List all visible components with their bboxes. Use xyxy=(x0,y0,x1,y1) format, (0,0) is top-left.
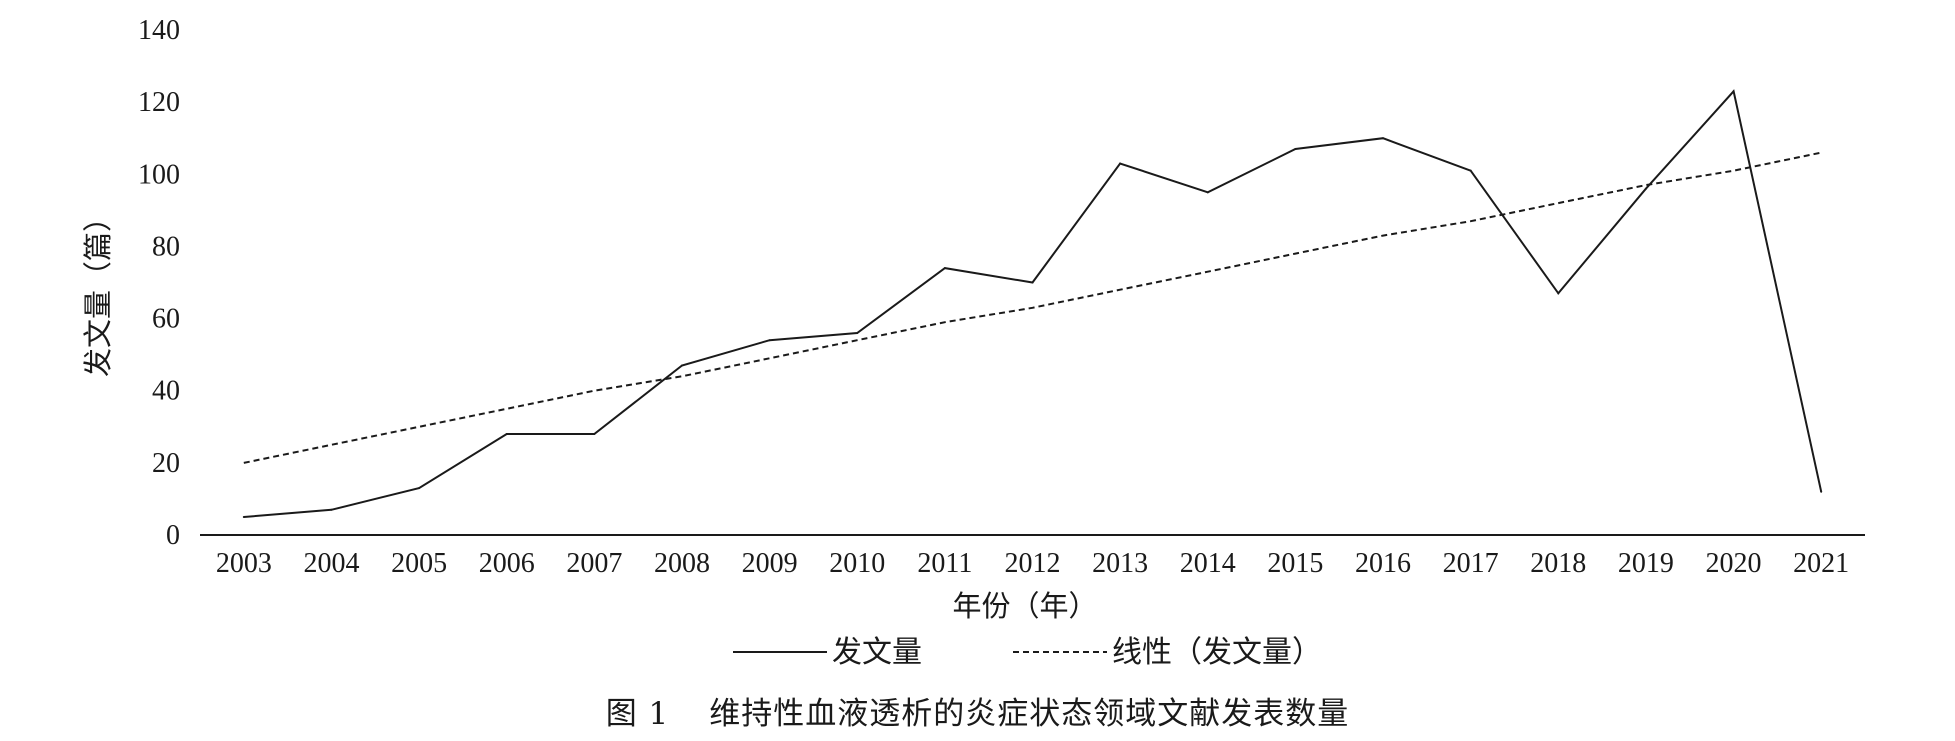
x-tick-label: 2006 xyxy=(479,548,535,579)
data-point xyxy=(856,332,859,334)
x-tick-label: 2008 xyxy=(654,548,710,579)
series-main-line xyxy=(243,89,1823,518)
legend-label-trend: 线性（发文量） xyxy=(1112,635,1322,670)
x-axis-ticks: 2003 2004 2005 2006 2007 2008 2009 2010 2011 2012… xyxy=(216,548,1849,579)
data-point xyxy=(1820,490,1823,493)
y-axis-title: 发文量（篇） xyxy=(81,203,115,377)
data-point xyxy=(1382,137,1385,140)
x-tick-label: 2010 xyxy=(829,548,885,579)
y-tick-label: 40 xyxy=(152,376,180,407)
x-tick-label: 2021 xyxy=(1793,548,1849,579)
y-tick-label: 0 xyxy=(166,520,180,551)
x-tick-label: 2011 xyxy=(917,548,972,579)
x-tick-label: 2020 xyxy=(1706,548,1762,579)
series-trend-line xyxy=(243,151,1822,464)
series-points xyxy=(242,90,1823,518)
figure-caption-text: 维持性血液透析的炎症状态领域文献发表数量 xyxy=(709,696,1350,732)
y-tick-label: 20 xyxy=(152,448,180,479)
y-tick-label: 100 xyxy=(138,159,180,190)
data-point xyxy=(1644,187,1647,190)
y-tick-label: 120 xyxy=(138,87,180,118)
data-point xyxy=(1031,281,1034,284)
x-tick-label: 2005 xyxy=(391,548,447,579)
y-tick-label: 60 xyxy=(152,304,180,335)
x-tick-label: 2013 xyxy=(1092,548,1148,579)
x-tick-label: 2016 xyxy=(1355,548,1411,579)
data-point xyxy=(418,487,421,490)
data-point xyxy=(1469,169,1472,172)
x-tick-label: 2018 xyxy=(1530,548,1586,579)
x-tick-label: 2007 xyxy=(566,548,622,579)
data-point xyxy=(505,433,508,435)
data-point xyxy=(1119,162,1122,165)
data-point xyxy=(593,433,596,435)
x-tick-label: 2019 xyxy=(1618,548,1674,579)
data-point xyxy=(1732,90,1735,93)
x-tick-label: 2004 xyxy=(303,548,359,579)
data-point xyxy=(1294,148,1297,151)
figure-caption-label: 图 1 xyxy=(605,696,670,732)
data-point xyxy=(242,515,245,518)
data-point xyxy=(943,267,946,270)
x-tick-label: 2014 xyxy=(1180,548,1236,579)
x-tick-label: 2015 xyxy=(1267,548,1323,579)
y-axis-ticks: 0 20 40 60 80 100 120 140 xyxy=(138,15,180,551)
data-point xyxy=(1557,292,1560,295)
x-axis-title: 年份（年） xyxy=(952,589,1097,623)
x-tick-label: 2017 xyxy=(1443,548,1499,579)
data-point xyxy=(1206,191,1209,194)
y-tick-label: 80 xyxy=(152,231,180,262)
legend: 发文量 线性（发文量） xyxy=(733,635,1322,670)
data-point xyxy=(768,339,771,342)
data-point xyxy=(330,508,333,511)
data-point xyxy=(680,364,683,367)
x-tick-label: 2012 xyxy=(1005,548,1061,579)
x-tick-label: 2003 xyxy=(216,548,272,579)
x-tick-label: 2009 xyxy=(742,548,798,579)
figure-caption: 图 1 维持性血液透析的炎症状态领域文献发表数量 xyxy=(0,688,1955,733)
y-tick-label: 140 xyxy=(138,15,180,46)
legend-label-main: 发文量 xyxy=(832,635,922,670)
